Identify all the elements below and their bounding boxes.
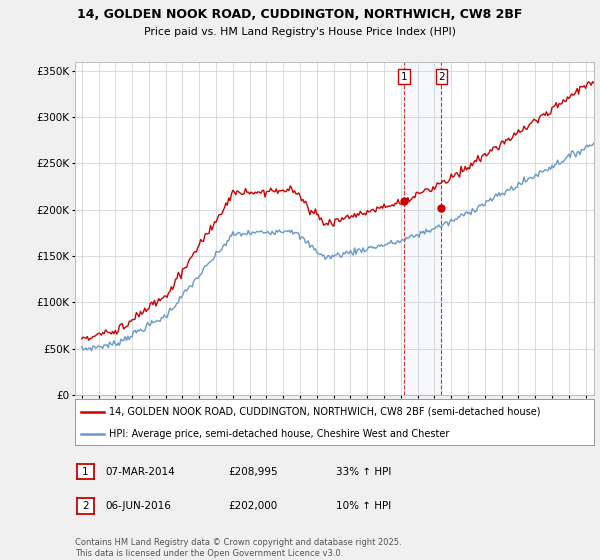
Text: 10% ↑ HPI: 10% ↑ HPI	[336, 501, 391, 511]
Text: 14, GOLDEN NOOK ROAD, CUDDINGTON, NORTHWICH, CW8 2BF: 14, GOLDEN NOOK ROAD, CUDDINGTON, NORTHW…	[77, 8, 523, 21]
Text: 06-JUN-2016: 06-JUN-2016	[105, 501, 171, 511]
Text: £202,000: £202,000	[228, 501, 277, 511]
Text: 1: 1	[82, 466, 89, 477]
Text: Price paid vs. HM Land Registry's House Price Index (HPI): Price paid vs. HM Land Registry's House …	[144, 27, 456, 37]
Text: 2: 2	[82, 501, 89, 511]
Text: Contains HM Land Registry data © Crown copyright and database right 2025.
This d: Contains HM Land Registry data © Crown c…	[75, 538, 401, 558]
Bar	[404, 62, 442, 395]
Text: HPI: Average price, semi-detached house, Cheshire West and Chester: HPI: Average price, semi-detached house,…	[109, 429, 449, 438]
Text: 07-MAR-2014: 07-MAR-2014	[105, 466, 175, 477]
Text: 2: 2	[438, 72, 445, 82]
Text: £208,995: £208,995	[228, 466, 278, 477]
Text: 14, GOLDEN NOOK ROAD, CUDDINGTON, NORTHWICH, CW8 2BF (semi-detached house): 14, GOLDEN NOOK ROAD, CUDDINGTON, NORTHW…	[109, 407, 540, 417]
Text: 33% ↑ HPI: 33% ↑ HPI	[336, 466, 391, 477]
Text: 1: 1	[400, 72, 407, 82]
